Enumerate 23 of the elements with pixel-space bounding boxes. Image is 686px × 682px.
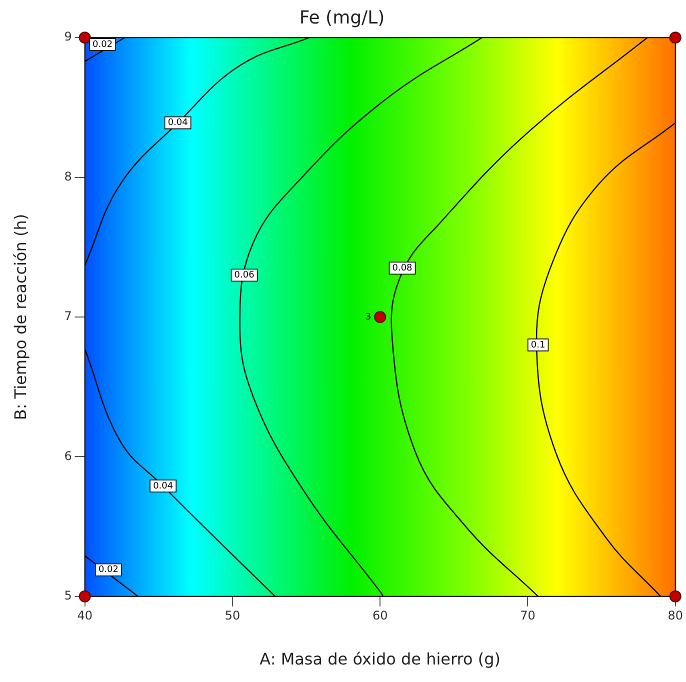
x-axis-title: A: Masa de óxido de hierro (g) (260, 650, 501, 669)
y-axis-title: B: Tiempo de reacción (h) (10, 214, 30, 420)
annotation: 0.08 (392, 263, 413, 274)
x-tick-label: 80 (668, 608, 684, 623)
point (669, 32, 682, 44)
point (374, 311, 386, 323)
annotation: 0.02 (98, 565, 118, 576)
point (78, 590, 91, 602)
y-tick-label: 8 (64, 169, 72, 184)
x-tick-label: 70 (520, 608, 536, 623)
point (78, 32, 91, 44)
point (669, 590, 682, 602)
x-tick-label: 60 (372, 608, 388, 623)
y-tick-label: 7 (64, 309, 72, 324)
x-tick-label: 40 (77, 608, 92, 623)
chart-title: Fe (mg/L) (299, 7, 385, 28)
y-tick-label: 9 (64, 30, 72, 44)
annotation: 3 (365, 312, 372, 322)
y-tick-label: 6 (64, 448, 72, 463)
annotation: 0.02 (92, 40, 113, 50)
annotation: 0.06 (234, 270, 255, 280)
y-tick-label: 5 (64, 588, 72, 603)
x-tick-label: 50 (224, 608, 240, 623)
